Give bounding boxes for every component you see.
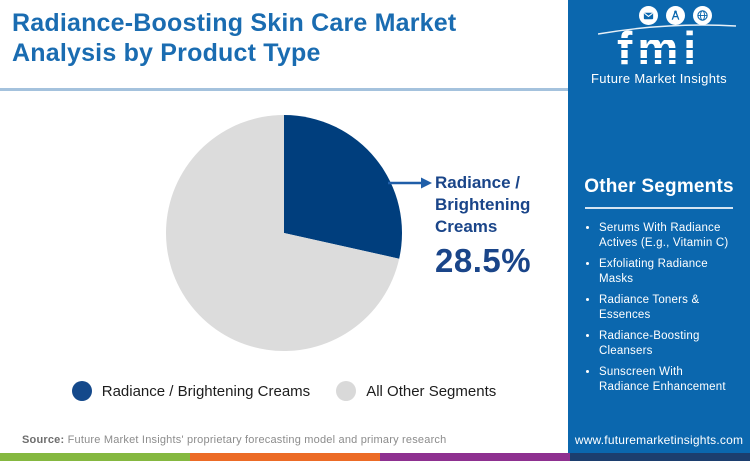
- bottom-color-strip: [0, 453, 750, 461]
- globe-icon: [692, 6, 712, 25]
- legend-label: All Other Segments: [366, 382, 497, 400]
- callout-arrow-icon: [388, 177, 432, 189]
- page-title: Radiance-Boosting Skin Care Market Analy…: [12, 9, 457, 67]
- strip-segment: [0, 453, 190, 461]
- segment-item: Radiance Toners & Essences: [599, 293, 734, 322]
- fmi-stripe: [611, 48, 707, 50]
- segment-item: Radiance-Boosting Cleansers: [599, 329, 734, 358]
- legend-label: Radiance / Brightening Creams: [101, 382, 311, 400]
- segments-divider: [585, 207, 733, 209]
- fmi-stripe: [611, 38, 707, 40]
- compass-icon: [665, 6, 685, 25]
- legend-item: Radiance / Brightening Creams: [71, 381, 311, 401]
- segments-list: Serums With Radiance Actives (E.g., Vita…: [584, 221, 734, 394]
- logo-icons: [584, 6, 750, 26]
- source-note: Source: Future Market Insights' propriet…: [22, 434, 446, 446]
- other-segments-heading: Other Segments: [584, 176, 734, 197]
- segment-item: Serums With Radiance Actives (E.g., Vita…: [599, 221, 734, 250]
- fmi-stripe: [611, 58, 707, 60]
- logo-name: Future Market Insights: [591, 71, 727, 86]
- pie-chart: [166, 115, 402, 351]
- fmi-wordmark: fmi: [611, 25, 707, 71]
- callout-value: 28.5%: [435, 242, 532, 279]
- legend-swatch-icon: [71, 381, 92, 401]
- other-segments-panel: Other Segments Serums With Radiance Acti…: [584, 176, 734, 401]
- segment-item: Exfoliating Radiance Masks: [599, 257, 734, 286]
- website-url[interactable]: www.futuremarketinsights.com: [574, 433, 744, 447]
- pie-slice: [166, 115, 400, 351]
- fmi-logo: fmi Future Market Insights: [568, 6, 750, 86]
- pie-slice: [284, 115, 402, 259]
- strip-segment: [190, 453, 380, 461]
- legend: Radiance / Brightening Creams All Other S…: [0, 381, 568, 401]
- legend-item: All Other Segments: [336, 381, 496, 401]
- callout-label: Radiance / Brightening Creams: [435, 173, 531, 236]
- source-prefix: Source:: [22, 434, 65, 446]
- pie-callout: Radiance / Brightening Creams 28.5%: [435, 172, 531, 280]
- strip-segment: [570, 453, 750, 461]
- header-divider: [0, 88, 568, 91]
- mail-icon: [638, 6, 658, 25]
- source-text: Future Market Insights' proprietary fore…: [64, 434, 447, 446]
- strip-segment: [380, 453, 570, 461]
- sidebar: fmi Future Market Insights Other Segment…: [568, 0, 750, 453]
- legend-swatch-icon: [336, 381, 357, 401]
- segment-item: Sunscreen With Radiance Enhancement: [599, 365, 734, 394]
